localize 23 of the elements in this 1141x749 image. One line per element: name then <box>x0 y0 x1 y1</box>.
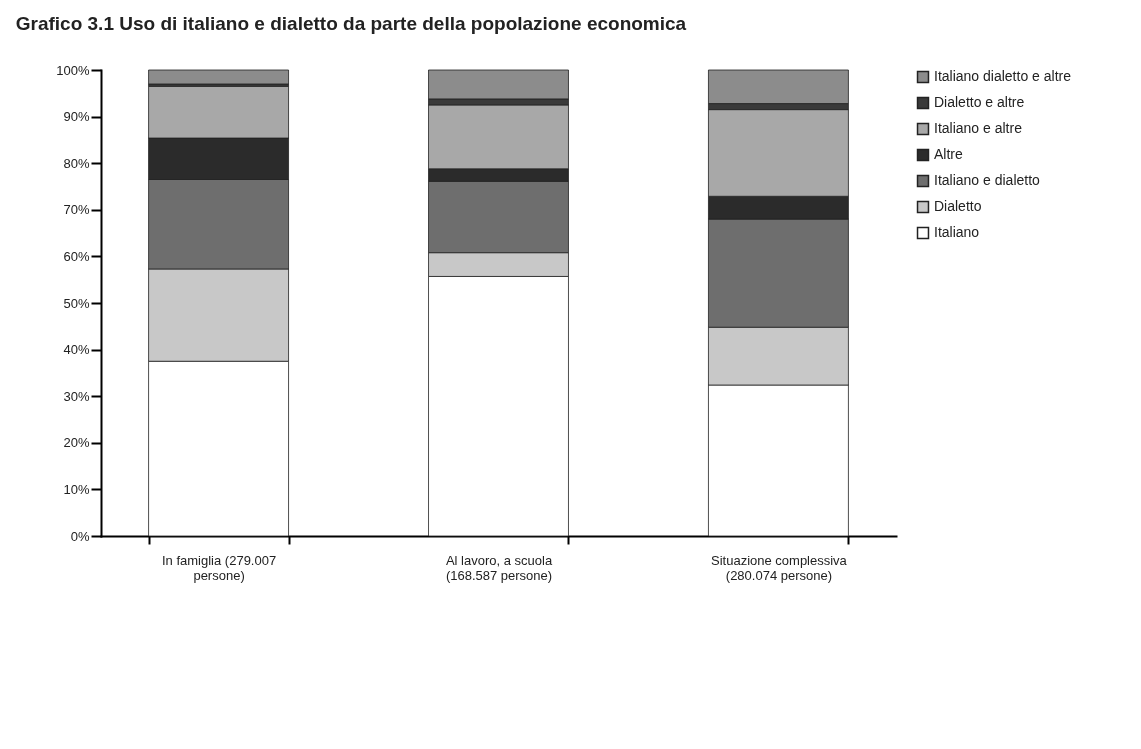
legend-label: Dialetto <box>934 198 982 214</box>
y-tick-label: 60% <box>63 248 90 264</box>
legend-label: Italiano <box>934 224 980 240</box>
bar <box>148 69 289 85</box>
y-tick-label: 100% <box>56 62 90 78</box>
y-tick-label: 20% <box>63 435 90 451</box>
x-tick-label: Situazione complessiva (280.074 persone) <box>711 552 848 583</box>
y-tick-label: 50% <box>63 295 90 311</box>
chart-title: Grafico 3.1 Uso di italiano e dialetto da parte della popolazione economica <box>15 13 687 34</box>
y-tick-label: 10% <box>63 481 90 497</box>
x-tick-label: Al lavoro, a scuola (168.587 persone) <box>445 552 553 583</box>
legend-label: Altre <box>934 146 963 162</box>
y-tick-label: 90% <box>63 109 90 125</box>
y-tick-label: 30% <box>63 388 90 404</box>
y-tick-label: 0% <box>70 528 90 544</box>
x-tick-label: In famiglia (279.007 persone) <box>161 552 277 583</box>
legend-label: Italiano e dialetto <box>934 172 1041 188</box>
legend-label: Dialetto e altre <box>934 94 1025 110</box>
legend-label: Italiano e altre <box>934 120 1023 136</box>
y-tick-label: 70% <box>63 202 90 218</box>
legend-label: Italiano dialetto e altre <box>934 68 1072 84</box>
y-tick-label: 40% <box>63 342 90 358</box>
y-tick-label: 80% <box>63 155 90 171</box>
